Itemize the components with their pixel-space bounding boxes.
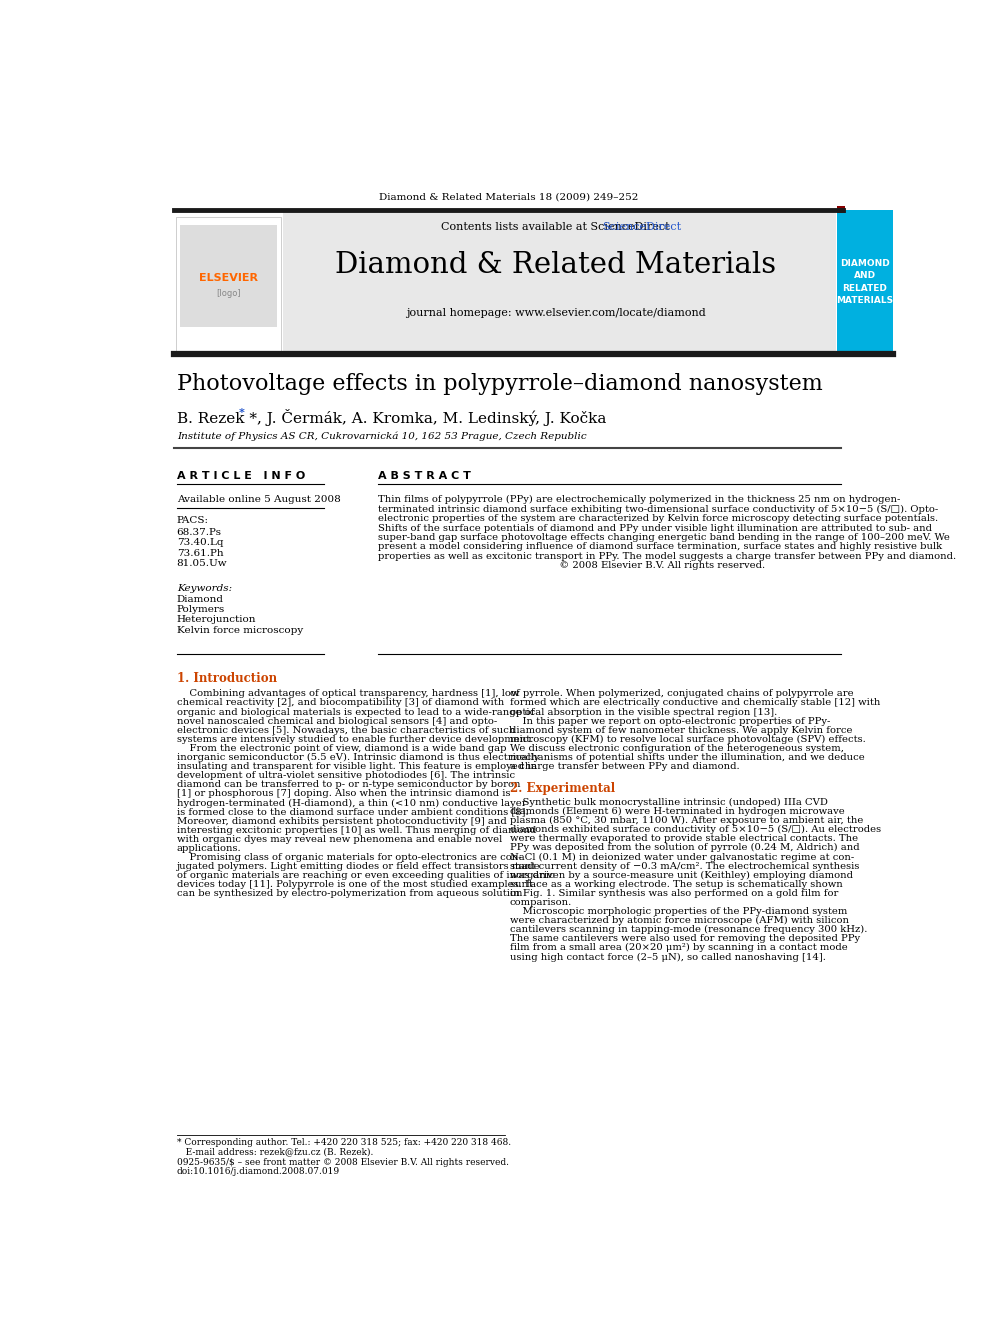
Text: Synthetic bulk monocrystalline intrinsic (undoped) IIIa CVD: Synthetic bulk monocrystalline intrinsic… <box>510 798 828 807</box>
Text: Combining advantages of optical transparency, hardness [1], low: Combining advantages of optical transpar… <box>177 689 519 699</box>
Text: Moreover, diamond exhibits persistent photoconductivity [9] and: Moreover, diamond exhibits persistent ph… <box>177 816 507 826</box>
Text: stant current density of −0.3 mA/cm². The electrochemical synthesis: stant current density of −0.3 mA/cm². Th… <box>510 861 859 871</box>
Text: surface as a working electrode. The setup is schematically shown: surface as a working electrode. The setu… <box>510 880 842 889</box>
Text: Heterojunction: Heterojunction <box>177 615 256 624</box>
Text: A B S T R A C T: A B S T R A C T <box>378 471 471 482</box>
Text: * Corresponding author. Tel.: +420 220 318 525; fax: +420 220 318 468.: * Corresponding author. Tel.: +420 220 3… <box>177 1138 511 1147</box>
Text: chemical reactivity [2], and biocompatibility [3] of diamond with: chemical reactivity [2], and biocompatib… <box>177 699 504 708</box>
Text: interesting excitonic properties [10] as well. Thus merging of diamond: interesting excitonic properties [10] as… <box>177 826 536 835</box>
Text: Available online 5 August 2008: Available online 5 August 2008 <box>177 495 340 504</box>
Text: systems are intensively studied to enable further device development.: systems are intensively studied to enabl… <box>177 734 533 744</box>
Text: ELSEVIER: ELSEVIER <box>199 273 258 283</box>
Text: 81.05.Uw: 81.05.Uw <box>177 558 227 568</box>
Text: was driven by a source-measure unit (Keithley) employing diamond: was driven by a source-measure unit (Kei… <box>510 871 853 880</box>
Text: present a model considering influence of diamond surface termination, surface st: present a model considering influence of… <box>378 542 942 552</box>
Text: Contents lists available at ScienceDirect: Contents lists available at ScienceDirec… <box>441 221 670 232</box>
Text: mechanisms of potential shifts under the illumination, and we deduce: mechanisms of potential shifts under the… <box>510 753 865 762</box>
Text: PACS:: PACS: <box>177 516 208 525</box>
Text: of organic materials are reaching or even exceeding qualities of inorganic: of organic materials are reaching or eve… <box>177 871 555 880</box>
Text: formed which are electrically conductive and chemically stable [12] with: formed which are electrically conductive… <box>510 699 880 708</box>
Text: 73.61.Ph: 73.61.Ph <box>177 549 223 557</box>
Text: A R T I C L E   I N F O: A R T I C L E I N F O <box>177 471 305 482</box>
Text: properties as well as excitonic transport in PPy. The model suggests a charge tr: properties as well as excitonic transpor… <box>378 552 956 561</box>
Text: hydrogen-terminated (H-diamond), a thin (<10 nm) conductive layer: hydrogen-terminated (H-diamond), a thin … <box>177 798 527 807</box>
Bar <box>837 206 845 213</box>
Text: Keywords:: Keywords: <box>177 583 232 593</box>
Text: ScienceDirect: ScienceDirect <box>602 221 682 232</box>
Text: Promising class of organic materials for opto-electronics are con-: Promising class of organic materials for… <box>177 853 522 863</box>
Text: Diamond & Related Materials: Diamond & Related Materials <box>335 251 776 279</box>
Text: of pyrrole. When polymerized, conjugated chains of polypyrrole are: of pyrrole. When polymerized, conjugated… <box>510 689 853 699</box>
Text: organic and biological materials is expected to lead to a wide-range of: organic and biological materials is expe… <box>177 708 535 717</box>
Text: 2. Experimental: 2. Experimental <box>510 782 615 795</box>
Text: a charge transfer between PPy and diamond.: a charge transfer between PPy and diamon… <box>510 762 740 771</box>
Text: E-mail address: rezek@fzu.cz (B. Rezek).: E-mail address: rezek@fzu.cz (B. Rezek). <box>177 1147 373 1156</box>
Text: super-band gap surface photovoltage effects changing energetic band bending in t: super-band gap surface photovoltage effe… <box>378 533 950 542</box>
Text: diamond can be transferred to p- or n-type semiconductor by boron: diamond can be transferred to p- or n-ty… <box>177 781 520 790</box>
Text: In this paper we report on opto-electronic properties of PPy-: In this paper we report on opto-electron… <box>510 717 830 726</box>
Text: Polymers: Polymers <box>177 605 225 614</box>
Text: inorganic semiconductor (5.5 eV). Intrinsic diamond is thus electrically: inorganic semiconductor (5.5 eV). Intrin… <box>177 753 539 762</box>
Text: [logo]: [logo] <box>216 288 241 298</box>
Text: novel nanoscaled chemical and biological sensors [4] and opto-: novel nanoscaled chemical and biological… <box>177 717 497 726</box>
Text: microscopy (KFM) to resolve local surface photovoltage (SPV) effects.: microscopy (KFM) to resolve local surfac… <box>510 734 866 744</box>
Text: electronic properties of the system are characterized by Kelvin force microscopy: electronic properties of the system are … <box>378 515 938 523</box>
Text: using high contact force (2–5 μN), so called nanoshaving [14].: using high contact force (2–5 μN), so ca… <box>510 953 825 962</box>
Text: film from a small area (20×20 μm²) by scanning in a contact mode: film from a small area (20×20 μm²) by sc… <box>510 943 848 953</box>
Text: Kelvin force microscopy: Kelvin force microscopy <box>177 626 303 635</box>
Text: [1] or phosphorous [7] doping. Also when the intrinsic diamond is: [1] or phosphorous [7] doping. Also when… <box>177 790 510 798</box>
Text: cantilevers scanning in tapping-mode (resonance frequency 300 kHz).: cantilevers scanning in tapping-mode (re… <box>510 925 867 934</box>
Text: insulating and transparent for visible light. This feature is employed in: insulating and transparent for visible l… <box>177 762 537 771</box>
Bar <box>180 225 278 327</box>
Text: journal homepage: www.elsevier.com/locate/diamond: journal homepage: www.elsevier.com/locat… <box>406 308 705 318</box>
Text: terminated intrinsic diamond surface exhibiting two-dimensional surface conducti: terminated intrinsic diamond surface exh… <box>378 504 938 513</box>
Text: © 2008 Elsevier B.V. All rights reserved.: © 2008 Elsevier B.V. All rights reserved… <box>378 561 765 570</box>
Text: doi:10.1016/j.diamond.2008.07.019: doi:10.1016/j.diamond.2008.07.019 <box>177 1167 340 1176</box>
Text: with organic dyes may reveal new phenomena and enable novel: with organic dyes may reveal new phenome… <box>177 835 502 844</box>
Text: *: * <box>239 407 245 418</box>
Text: NaCl (0.1 M) in deionized water under galvanostatic regime at con-: NaCl (0.1 M) in deionized water under ga… <box>510 852 854 861</box>
Text: 73.40.Lq: 73.40.Lq <box>177 538 223 548</box>
Text: Institute of Physics AS CR, Cukrovarnická 10, 162 53 Prague, Czech Republic: Institute of Physics AS CR, Cukrovarnick… <box>177 431 586 441</box>
Text: diamonds exhibited surface conductivity of 5×10−5 (S/□). Au electrodes: diamonds exhibited surface conductivity … <box>510 826 881 835</box>
Text: Diamond & Related Materials 18 (2009) 249–252: Diamond & Related Materials 18 (2009) 24… <box>379 193 638 202</box>
Text: DIAMOND
AND
RELATED
MATERIALS: DIAMOND AND RELATED MATERIALS <box>836 259 894 306</box>
Text: can be synthesized by electro-polymerization from aqueous solution: can be synthesized by electro-polymeriza… <box>177 889 522 898</box>
Text: plasma (850 °C, 30 mbar, 1100 W). After exposure to ambient air, the: plasma (850 °C, 30 mbar, 1100 W). After … <box>510 816 863 826</box>
Text: Diamond: Diamond <box>177 595 224 603</box>
Text: 1. Introduction: 1. Introduction <box>177 672 277 685</box>
Text: Microscopic morphologic properties of the PPy-diamond system: Microscopic morphologic properties of th… <box>510 908 847 916</box>
Bar <box>283 209 836 353</box>
Text: devices today [11]. Polypyrrole is one of the most studied examples. It: devices today [11]. Polypyrrole is one o… <box>177 880 533 889</box>
Text: electronic devices [5]. Nowadays, the basic characteristics of such: electronic devices [5]. Nowadays, the ba… <box>177 726 515 734</box>
Text: jugated polymers. Light emitting diodes or field effect transistors made: jugated polymers. Light emitting diodes … <box>177 863 541 871</box>
Text: were thermally evaporated to provide stable electrical contacts. The: were thermally evaporated to provide sta… <box>510 835 858 843</box>
Text: is formed close to the diamond surface under ambient conditions [8].: is formed close to the diamond surface u… <box>177 807 529 816</box>
Bar <box>176 217 282 352</box>
Text: comparison.: comparison. <box>510 898 572 908</box>
Text: Thin films of polypyrrole (PPy) are electrochemically polymerized in the thickne: Thin films of polypyrrole (PPy) are elec… <box>378 495 901 504</box>
Text: We discuss electronic configuration of the heterogeneous system,: We discuss electronic configuration of t… <box>510 744 844 753</box>
Text: Photovoltage effects in polypyrrole–diamond nanosystem: Photovoltage effects in polypyrrole–diam… <box>177 373 822 396</box>
Text: were characterized by atomic force microscope (AFM) with silicon: were characterized by atomic force micro… <box>510 916 849 925</box>
Text: development of ultra-violet sensitive photodiodes [6]. The intrinsic: development of ultra-violet sensitive ph… <box>177 771 515 781</box>
Text: 0925-9635/$ – see front matter © 2008 Elsevier B.V. All rights reserved.: 0925-9635/$ – see front matter © 2008 El… <box>177 1159 509 1167</box>
Text: PPy was deposited from the solution of pyrrole (0.24 M, Aldrich) and: PPy was deposited from the solution of p… <box>510 843 860 852</box>
Text: From the electronic point of view, diamond is a wide band gap: From the electronic point of view, diamo… <box>177 744 506 753</box>
Text: The same cantilevers were also used for removing the deposited PPy: The same cantilevers were also used for … <box>510 934 860 943</box>
Text: diamonds (Element 6) were H-terminated in hydrogen microwave: diamonds (Element 6) were H-terminated i… <box>510 807 845 816</box>
Text: optical absorption in the visible spectral region [13].: optical absorption in the visible spectr… <box>510 708 777 717</box>
Text: diamond system of few nanometer thickness. We apply Kelvin force: diamond system of few nanometer thicknes… <box>510 726 852 734</box>
Text: 68.37.Ps: 68.37.Ps <box>177 528 221 537</box>
Text: in Fig. 1. Similar synthesis was also performed on a gold film for: in Fig. 1. Similar synthesis was also pe… <box>510 889 838 898</box>
Text: B. Rezek *, J. Čermák, A. Kromka, M. Ledinský, J. Kočka: B. Rezek *, J. Čermák, A. Kromka, M. Led… <box>177 409 606 426</box>
Text: Shifts of the surface potentials of diamond and PPy under visible light illumina: Shifts of the surface potentials of diam… <box>378 524 932 533</box>
Text: applications.: applications. <box>177 844 241 853</box>
Bar <box>837 209 893 353</box>
